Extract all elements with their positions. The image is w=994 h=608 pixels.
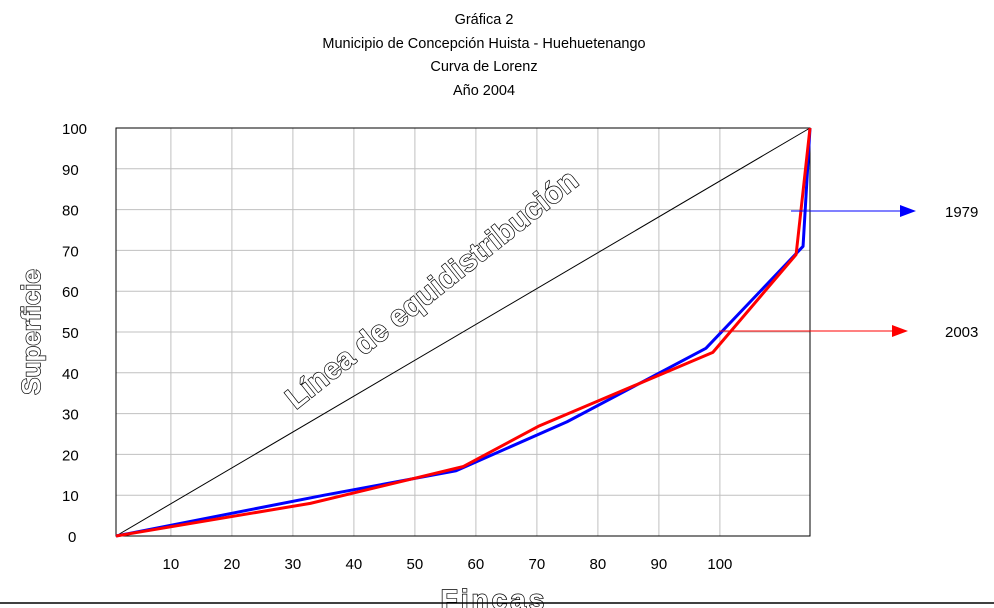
x-tick-label: 50 (407, 556, 424, 573)
y-tick-labels: 0 10 20 30 40 50 60 70 80 90 100 (62, 121, 87, 546)
legend-label-2003: 2003 (945, 324, 978, 341)
title-line-2: Municipio de Concepción Huista - Huehuet… (322, 36, 645, 52)
title-line-4: Año 2004 (453, 83, 515, 99)
y-tick-label: 70 (62, 243, 79, 260)
x-tick-label: 80 (590, 556, 607, 573)
y-tick-label: 30 (62, 407, 79, 424)
series-line-2003 (115, 127, 812, 538)
series-lines (115, 127, 812, 538)
legend: 1979 2003 (719, 204, 978, 341)
title-line-1: Gráfica 2 (455, 12, 514, 28)
y-tick-label: 0 (68, 529, 76, 546)
plot-area-border (115, 127, 811, 537)
x-tick-label: 60 (468, 556, 485, 573)
legend-arrow-head-1979 (900, 205, 916, 217)
y-tick-label: 10 (62, 488, 79, 505)
x-tick-labels: 10 20 30 40 50 60 70 80 90 100 (163, 556, 733, 573)
y-tick-label: 60 (62, 284, 79, 301)
x-tick-label: 90 (651, 556, 668, 573)
y-tick-label: 90 (62, 162, 79, 179)
equidistribution-label: Línea de equidistribución (280, 164, 585, 416)
y-axis-label: Superficie (16, 269, 46, 395)
y-tick-label: 50 (62, 325, 79, 342)
y-tick-label: 80 (62, 203, 79, 220)
legend-arrow-head-2003 (892, 325, 908, 337)
series-line-1979 (115, 127, 812, 538)
equidistribution-line (115, 127, 811, 537)
y-tick-label: 40 (62, 366, 79, 383)
legend-label-1979: 1979 (945, 204, 978, 221)
y-tick-label: 20 (62, 447, 79, 464)
x-axis-label: Fincas (441, 584, 548, 608)
x-tick-label: 10 (163, 556, 180, 573)
chart-title: Gráfica 2 Municipio de Concepción Huista… (322, 12, 645, 99)
x-tick-label: 40 (346, 556, 363, 573)
x-tick-label: 20 (224, 556, 241, 573)
y-tick-label: 100 (62, 121, 87, 138)
title-line-3: Curva de Lorenz (430, 59, 537, 75)
x-tick-label: 100 (707, 556, 732, 573)
x-tick-label: 70 (529, 556, 546, 573)
x-tick-label: 30 (285, 556, 302, 573)
